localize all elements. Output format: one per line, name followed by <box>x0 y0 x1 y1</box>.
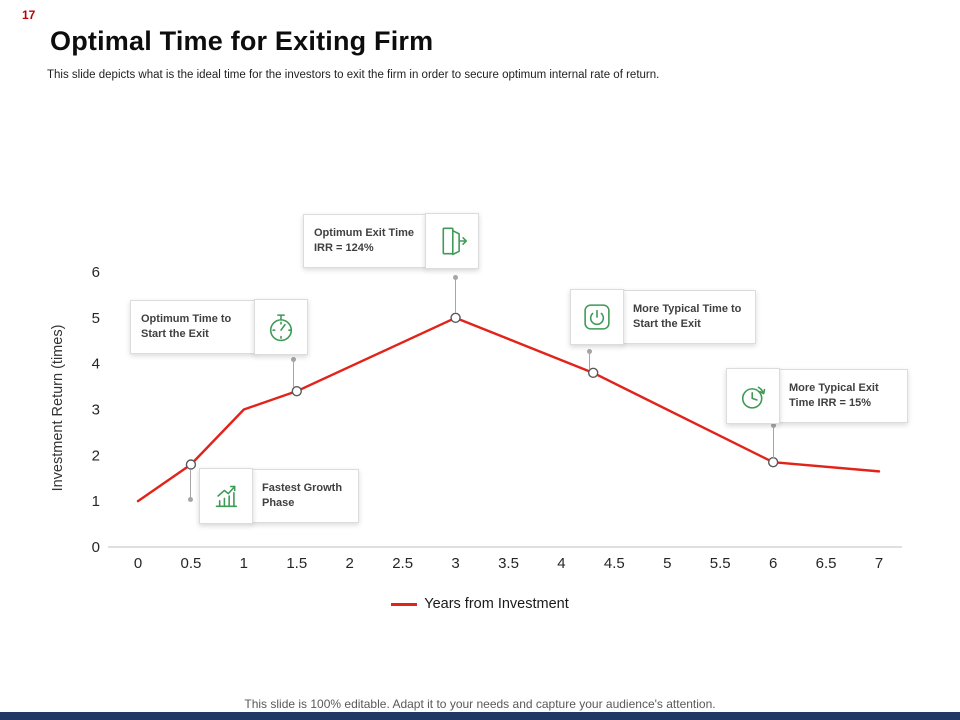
legend-label: Years from Investment <box>424 596 569 612</box>
callout-fastest-growth: Fastest Growth Phase <box>199 468 359 524</box>
svg-text:5.5: 5.5 <box>710 555 731 572</box>
svg-text:1: 1 <box>92 493 100 510</box>
chart-legend: Years from Investment <box>0 596 960 612</box>
svg-text:1: 1 <box>240 555 248 572</box>
growth-bars-icon <box>199 468 253 524</box>
leader-line <box>453 275 458 313</box>
callout-label: More Typical Time to Start the Exit <box>622 290 756 344</box>
callout-label: Fastest Growth Phase <box>251 469 359 523</box>
callout-label: Optimum Exit Time IRR = 124% <box>303 214 427 268</box>
callout-optimum-exit: Optimum Exit Time IRR = 124% <box>303 213 479 269</box>
footer-note: This slide is 100% editable. Adapt it to… <box>244 697 716 711</box>
svg-text:2: 2 <box>346 555 354 572</box>
leader-line <box>771 423 776 458</box>
svg-text:2.5: 2.5 <box>392 555 413 572</box>
svg-text:7: 7 <box>875 555 883 572</box>
leader-line <box>291 357 296 387</box>
power-icon <box>570 289 624 345</box>
callout-optimum-start: Optimum Time to Start the Exit <box>130 299 308 355</box>
svg-text:6.5: 6.5 <box>816 555 837 572</box>
leader-line <box>587 349 592 369</box>
legend-line-swatch <box>391 602 418 606</box>
page-number: 17 <box>22 8 36 22</box>
svg-text:3: 3 <box>451 555 459 572</box>
clock-redo-icon <box>726 368 780 424</box>
page-title: Optimal Time for Exiting Firm <box>50 26 434 56</box>
leader-line <box>188 470 193 502</box>
svg-text:6: 6 <box>769 555 777 572</box>
callout-label: Optimum Time to Start the Exit <box>130 300 256 354</box>
bottom-accent-bar <box>0 712 960 720</box>
callout-typical-start: More Typical Time to Start the Exit <box>570 289 756 345</box>
svg-text:3.5: 3.5 <box>498 555 519 572</box>
svg-text:6: 6 <box>92 264 100 281</box>
callout-label: More Typical Exit Time IRR = 15% <box>778 369 908 423</box>
svg-text:5: 5 <box>92 310 100 327</box>
callout-typical-exit: More Typical Exit Time IRR = 15% <box>726 368 908 424</box>
svg-text:4.5: 4.5 <box>604 555 625 572</box>
exit-door-icon <box>425 213 479 269</box>
stopwatch-icon <box>254 299 308 355</box>
svg-text:3: 3 <box>92 402 100 419</box>
svg-text:0: 0 <box>92 539 100 556</box>
svg-text:4: 4 <box>557 555 565 572</box>
svg-text:0.5: 0.5 <box>180 555 201 572</box>
svg-text:1.5: 1.5 <box>286 555 307 572</box>
svg-text:5: 5 <box>663 555 671 572</box>
y-axis-label: Investment Return (times) <box>50 324 66 492</box>
svg-text:2: 2 <box>92 447 100 464</box>
svg-text:4: 4 <box>92 356 100 373</box>
page-subtitle: This slide depicts what is the ideal tim… <box>47 69 660 81</box>
svg-text:0: 0 <box>134 555 142 572</box>
